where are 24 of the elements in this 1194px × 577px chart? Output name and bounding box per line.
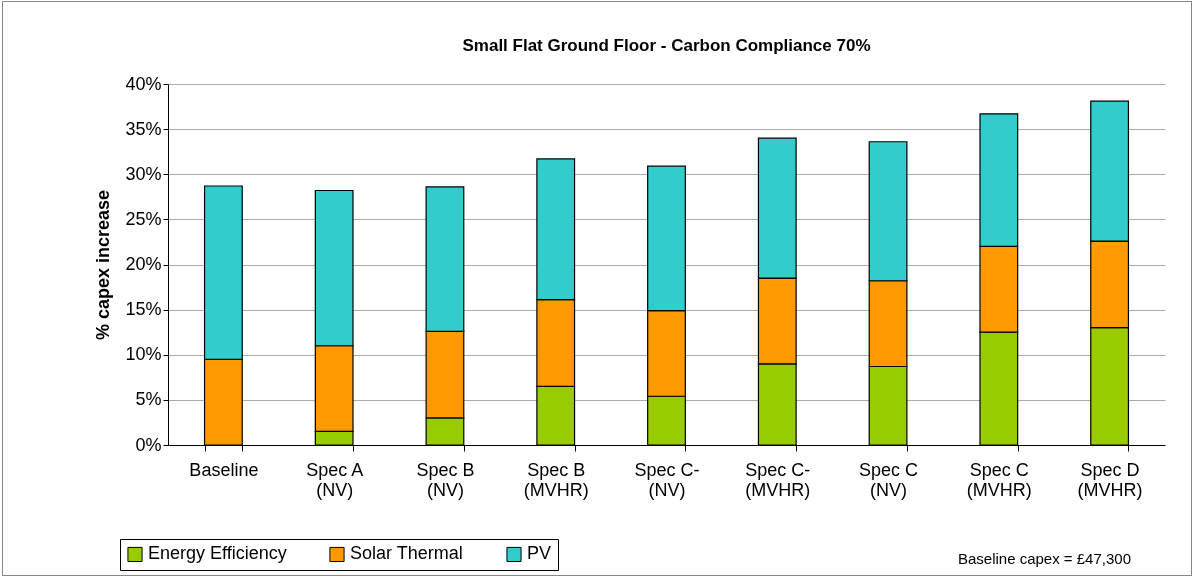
- x-tick-label: Spec C (NV): [859, 459, 919, 500]
- y-tick-label: 30%: [125, 163, 162, 184]
- legend-label: PV: [527, 543, 552, 564]
- y-tick-label: 35%: [125, 118, 162, 139]
- x-tick-label: Spec B (NV): [416, 459, 475, 500]
- y-tick-label: 10%: [125, 344, 162, 365]
- legend-label: Solar Thermal: [350, 543, 463, 564]
- x-tick-label: Baseline: [189, 459, 259, 480]
- legend-label: Energy Efficiency: [148, 543, 287, 564]
- y-tick-label: 15%: [125, 299, 162, 320]
- x-tick-label: Spec D (MVHR): [1077, 459, 1143, 500]
- y-tick-label: 5%: [135, 389, 162, 410]
- x-tick-label: Spec A (NV): [306, 459, 364, 500]
- text: Baseline capex = £47,300: [957, 550, 1131, 567]
- x-tick-label: Spec C (MVHR): [966, 459, 1032, 500]
- y-tick-label: 20%: [125, 254, 162, 274]
- x-tick-label: Spec B (MVHR): [523, 459, 589, 500]
- y-tick-label: 40%: [125, 73, 162, 94]
- y-tick-label: 0%: [135, 434, 162, 455]
- chart-title: Small Flat Ground Floor - Carbon Compliance 70%: [462, 36, 871, 55]
- x-tick-label: Spec C- (NV): [634, 459, 700, 500]
- x-tick-label: Spec C- (MVHR): [745, 459, 811, 500]
- y-tick-label: 25%: [125, 208, 162, 229]
- y-axis-title: % capex increase: [93, 189, 114, 341]
